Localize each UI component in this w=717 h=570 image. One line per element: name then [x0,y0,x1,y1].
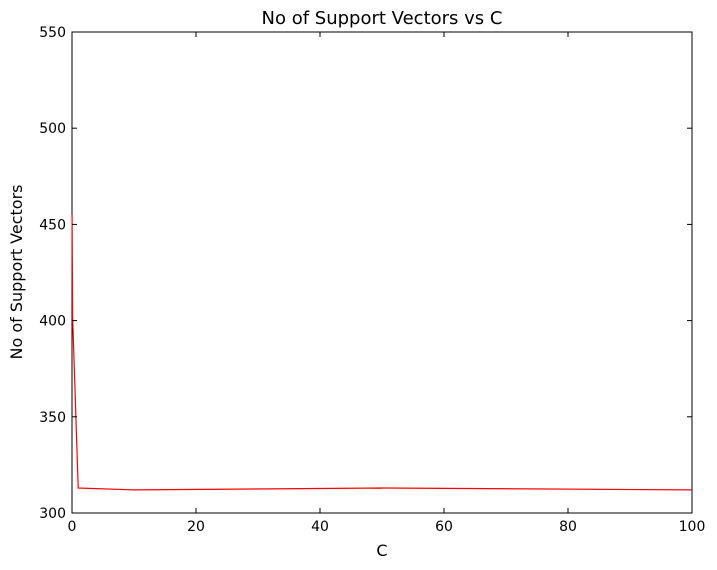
x-axis-label: C [376,541,387,560]
y-tick-label: 350 [39,410,66,426]
plot-frame [71,31,693,514]
x-tick-label: 80 [559,519,577,535]
series-layer [71,214,693,491]
x-tick-label: 0 [68,519,77,535]
y-axis-label: No of Support Vectors [7,184,26,359]
x-tick-label: 40 [311,519,329,535]
y-tick-label: 450 [39,217,66,233]
y-tick-label: 300 [39,506,66,522]
x-tick-label: 60 [435,519,453,535]
chart-title: No of Support Vectors vs C [262,8,503,29]
y-tick-label: 550 [39,25,66,41]
x-axis: 0 20 40 60 80 100 [68,32,706,535]
y-axis: 300 350 400 450 500 550 [39,25,692,522]
plot-area [71,31,693,514]
y-tick-label: 400 [39,314,66,330]
y-tick-label: 500 [39,121,66,137]
series-line [71,214,693,491]
x-tick-label: 100 [679,519,706,535]
x-tick-label: 20 [187,519,205,535]
